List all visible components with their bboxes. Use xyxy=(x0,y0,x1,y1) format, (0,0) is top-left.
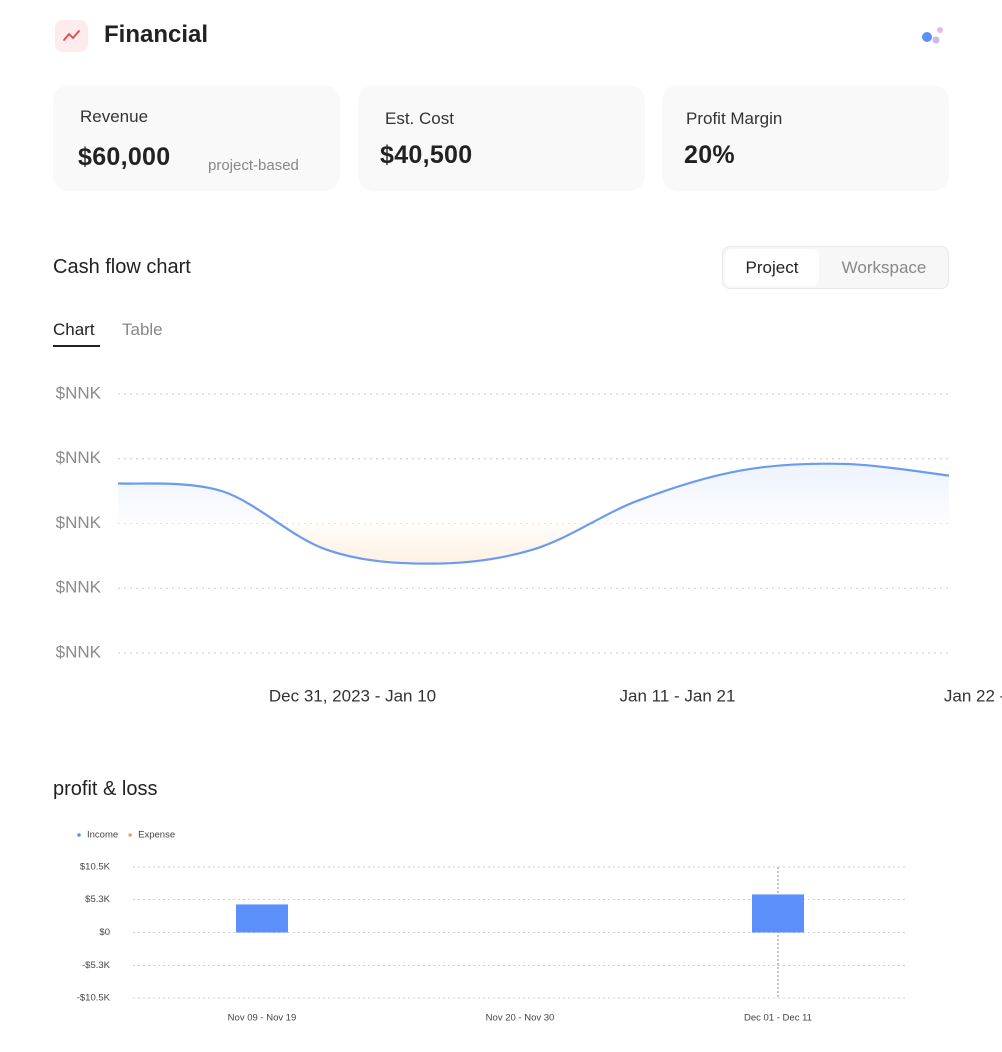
stat-label: Est. Cost xyxy=(385,109,454,128)
view-toggle: Project Workspace xyxy=(722,246,949,289)
toggle-option[interactable]: Workspace xyxy=(841,258,927,277)
line xyxy=(117,462,950,565)
tab[interactable]: Chart xyxy=(53,320,95,339)
x-tick-label: Jan 11 - Jan 21 xyxy=(620,686,736,705)
area-fill xyxy=(118,463,949,564)
stat-label: Revenue xyxy=(80,107,149,126)
page-title: Financial xyxy=(104,21,209,48)
legend-label: Income xyxy=(87,830,118,841)
stat-note: project-based xyxy=(208,157,299,174)
y-tick-label: $NNK xyxy=(56,642,102,661)
icon-graphic xyxy=(63,30,80,41)
bar xyxy=(236,904,288,933)
x-tick-label: Dec 01 - Dec 11 xyxy=(744,1013,812,1024)
stat-card: Profit Margin 20% xyxy=(662,85,949,191)
x-tick-label: Nov 09 - Nov 19 xyxy=(228,1013,297,1024)
menu-dots[interactable] xyxy=(915,24,949,48)
app-icon xyxy=(55,20,88,52)
y-tick-label: $10.5K xyxy=(80,862,111,873)
stat-value: $60,000 xyxy=(78,143,171,171)
y-tick-label: $5.3K xyxy=(85,894,110,905)
stat-card: Revenue $60,000 project-based xyxy=(53,85,340,191)
y-tick-label: $NNK xyxy=(56,448,102,467)
x-tick-label: Nov 20 - Nov 30 xyxy=(486,1013,555,1024)
toggle-option[interactable]: Project xyxy=(725,249,819,286)
stat-card: Est. Cost $40,500 xyxy=(358,85,645,191)
tab-underline xyxy=(53,345,100,347)
legend-marker xyxy=(128,833,132,837)
y-tick-label: $NNK xyxy=(56,383,102,402)
y-tick-label: $0 xyxy=(99,927,110,938)
y-tick-label: -$5.3K xyxy=(82,960,111,971)
stat-value: 20% xyxy=(684,141,735,169)
stat-value: $40,500 xyxy=(380,141,473,169)
section-title: Cash flow chart xyxy=(53,256,191,278)
x-tick-label: Jan 22 - Jan 31 xyxy=(944,686,1002,705)
y-tick-label: $NNK xyxy=(56,578,102,597)
bar xyxy=(752,894,804,933)
legend-label: Expense xyxy=(138,830,175,841)
y-tick-label: -$10.5K xyxy=(77,993,111,1004)
legend-marker xyxy=(77,833,81,837)
section-title: profit & loss xyxy=(53,778,158,800)
tab[interactable]: Table xyxy=(122,320,163,339)
y-tick-label: $NNK xyxy=(56,513,102,532)
x-tick-label: Dec 31, 2023 - Jan 10 xyxy=(269,686,436,705)
stat-label: Profit Margin xyxy=(686,109,783,128)
